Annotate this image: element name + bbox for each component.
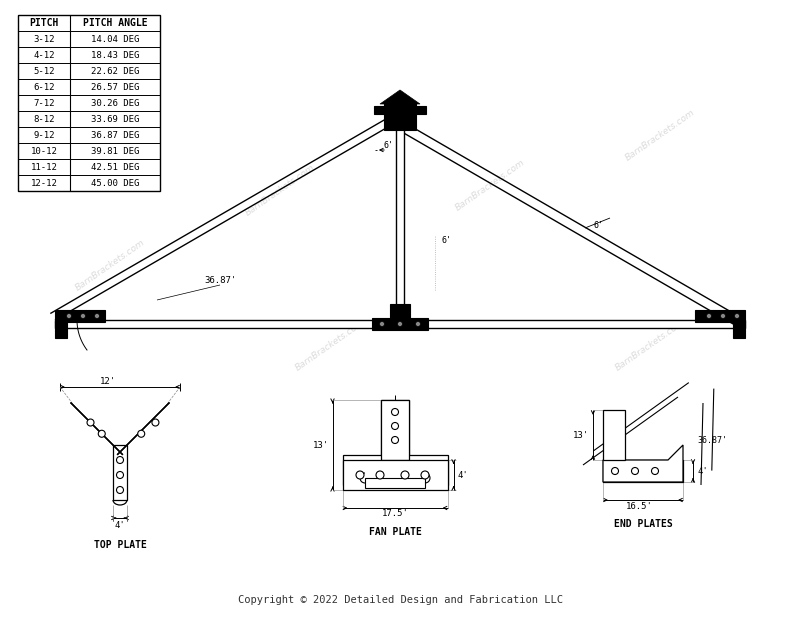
Text: 36.87': 36.87' [204, 276, 236, 284]
Text: 8-12: 8-12 [34, 114, 54, 124]
Circle shape [94, 313, 99, 318]
Circle shape [401, 471, 409, 479]
Text: 33.69 DEG: 33.69 DEG [91, 114, 139, 124]
Circle shape [398, 321, 402, 326]
Circle shape [415, 321, 421, 326]
Text: 18.43 DEG: 18.43 DEG [91, 51, 139, 59]
Text: 6': 6' [442, 235, 452, 245]
Circle shape [391, 423, 398, 430]
Bar [396, 120, 404, 320]
Text: 45.00 DEG: 45.00 DEG [91, 179, 139, 187]
Circle shape [721, 313, 726, 318]
Text: 7-12: 7-12 [34, 98, 54, 108]
Text: PITCH: PITCH [30, 18, 58, 28]
Bar [342, 460, 447, 490]
Circle shape [651, 467, 658, 475]
Circle shape [706, 313, 711, 318]
Text: 22.62 DEG: 22.62 DEG [91, 67, 139, 75]
Text: 4': 4' [458, 470, 468, 480]
Text: 4': 4' [697, 467, 708, 475]
Bar [372, 318, 428, 330]
Circle shape [379, 321, 385, 326]
Bar [603, 460, 683, 482]
Text: 12-12: 12-12 [30, 179, 58, 187]
Circle shape [81, 313, 86, 318]
Text: 6-12: 6-12 [34, 82, 54, 91]
Bar [18, 15, 160, 191]
Circle shape [631, 467, 638, 475]
Text: 3-12: 3-12 [34, 35, 54, 43]
Text: 13': 13' [312, 441, 329, 449]
Text: FAN PLATE: FAN PLATE [369, 527, 422, 537]
Text: 6': 6' [593, 221, 603, 229]
Bar [374, 106, 384, 114]
Text: 4-12: 4-12 [34, 51, 54, 59]
Circle shape [376, 471, 384, 479]
Circle shape [87, 419, 94, 426]
Text: 11-12: 11-12 [30, 163, 58, 172]
Circle shape [117, 457, 123, 464]
Circle shape [734, 313, 739, 318]
Circle shape [391, 408, 398, 415]
Bar [18, 362, 782, 592]
Text: 30.26 DEG: 30.26 DEG [91, 98, 139, 108]
Text: BarnBrackets.com: BarnBrackets.com [243, 163, 317, 218]
Bar [55, 310, 105, 322]
Text: 12': 12' [100, 376, 116, 386]
Text: 14.04 DEG: 14.04 DEG [91, 35, 139, 43]
Polygon shape [603, 445, 683, 482]
Circle shape [117, 472, 123, 478]
Bar [416, 106, 426, 114]
Polygon shape [117, 402, 170, 455]
Bar [381, 400, 409, 460]
Bar [390, 304, 410, 320]
Circle shape [421, 471, 429, 479]
Text: TOP PLATE: TOP PLATE [94, 540, 146, 550]
Text: 26.57 DEG: 26.57 DEG [91, 82, 139, 91]
Text: Copyright © 2022 Detailed Design and Fabrication LLC: Copyright © 2022 Detailed Design and Fab… [238, 595, 562, 605]
Text: 5-12: 5-12 [34, 67, 54, 75]
Text: PITCH ANGLE: PITCH ANGLE [82, 18, 147, 28]
Circle shape [611, 467, 618, 475]
Bar [381, 400, 409, 470]
Text: BarnBrackets.com: BarnBrackets.com [623, 108, 697, 163]
Circle shape [391, 436, 398, 444]
Bar [695, 310, 745, 322]
Text: 39.81 DEG: 39.81 DEG [91, 146, 139, 156]
Text: 17.5': 17.5' [382, 509, 409, 519]
Text: 4': 4' [114, 520, 126, 530]
Text: 13': 13' [573, 431, 589, 439]
Text: BarnBrackets.com: BarnBrackets.com [294, 318, 366, 373]
Text: 16.5': 16.5' [626, 501, 653, 510]
Bar [365, 478, 425, 488]
Circle shape [152, 419, 159, 426]
Bar [55, 322, 67, 338]
Text: BarnBrackets.com: BarnBrackets.com [454, 158, 526, 213]
Circle shape [66, 313, 71, 318]
Text: 42.51 DEG: 42.51 DEG [91, 163, 139, 172]
Text: BarnBrackets.com: BarnBrackets.com [614, 318, 686, 373]
Polygon shape [380, 90, 420, 104]
Bar [733, 322, 745, 338]
Bar [384, 102, 416, 130]
Text: BarnBrackets.com: BarnBrackets.com [74, 237, 146, 292]
Bar [55, 320, 745, 328]
Bar [603, 410, 625, 460]
Circle shape [117, 486, 123, 494]
Text: 6': 6' [384, 140, 394, 150]
Text: 9-12: 9-12 [34, 130, 54, 140]
Text: END PLATES: END PLATES [614, 519, 672, 529]
Polygon shape [70, 402, 123, 455]
Text: 36.87 DEG: 36.87 DEG [91, 130, 139, 140]
Circle shape [138, 430, 145, 438]
Text: 10-12: 10-12 [30, 146, 58, 156]
Text: 36.87': 36.87' [697, 436, 727, 444]
Circle shape [98, 430, 106, 438]
Circle shape [356, 471, 364, 479]
Polygon shape [113, 445, 127, 500]
Bar [342, 455, 447, 485]
